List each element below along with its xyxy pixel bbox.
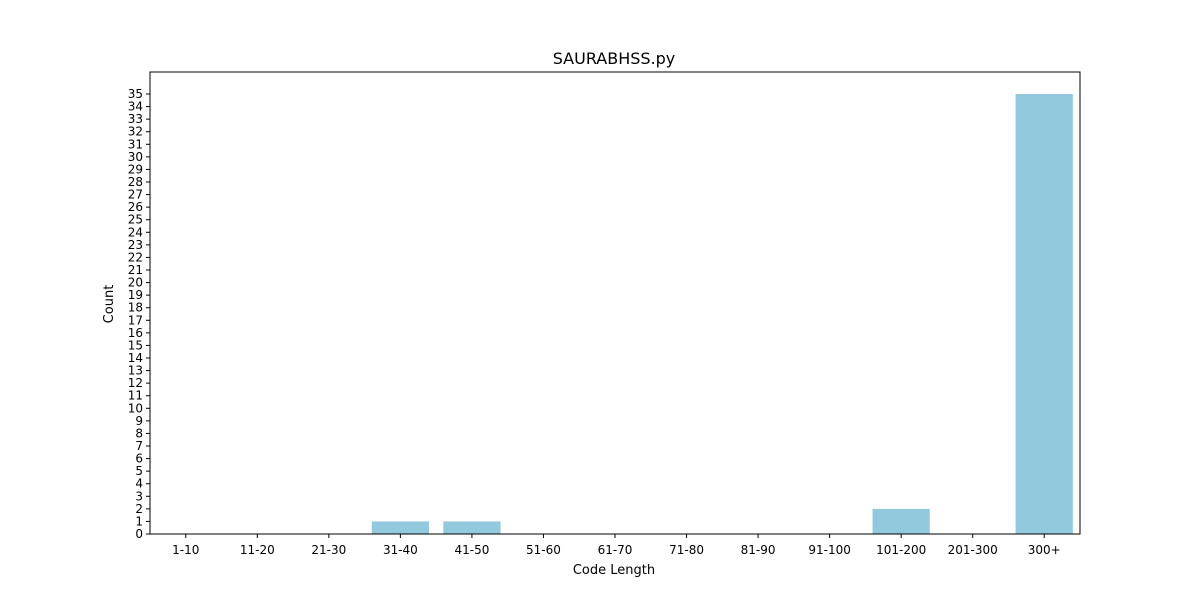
y-tick-label: 22 [128,250,143,264]
y-tick-label: 3 [135,489,143,503]
x-tick-label: 1-10 [172,543,199,557]
x-tick-label: 31-40 [383,543,418,557]
y-axis: 0123456789101112131415161718192021222324… [128,87,150,541]
bar-31-40 [371,521,429,534]
y-tick-label: 20 [128,276,143,290]
x-tick-label: 91-100 [808,543,851,557]
y-tick-label: 15 [128,338,143,352]
y-tick-label: 2 [135,502,143,516]
y-tick-label: 12 [128,376,143,390]
y-tick-label: 7 [135,439,143,453]
y-tick-label: 21 [128,263,143,277]
y-tick-label: 35 [128,87,143,101]
x-tick-label: 71-80 [669,543,704,557]
y-tick-label: 34 [128,100,143,114]
x-tick-label: 51-60 [526,543,561,557]
y-tick-label: 29 [128,162,143,176]
y-tick-label: 30 [128,150,143,164]
y-tick-label: 8 [135,426,143,440]
y-tick-label: 27 [128,188,143,202]
x-axis: 1-10 11-20 21-30 31-40 41-50 51-60 61-70 71-80 8… [172,534,1061,557]
x-tick-label: 21-30 [311,543,346,557]
x-tick-label: 61-70 [598,543,633,557]
y-tick-label: 19 [128,288,143,302]
x-tick-label: 300+ [1028,543,1061,557]
y-tick-label: 26 [128,200,143,214]
y-tick-label: 32 [128,125,143,139]
x-tick-label: 11-20 [240,543,275,557]
y-tick-label: 14 [128,351,143,365]
plot-frame [149,71,1081,535]
bars-group [371,94,1073,534]
y-tick-label: 11 [128,389,143,403]
bar-300+ [1015,94,1073,534]
x-tick-label: 201-300 [948,543,998,557]
y-tick-label: 33 [128,112,143,126]
y-tick-label: 25 [128,213,143,227]
y-tick-label: 5 [135,464,143,478]
y-tick-label: 0 [135,527,143,541]
y-tick-label: 16 [128,326,143,340]
bar-101-200 [872,508,930,534]
y-tick-label: 31 [128,137,143,151]
y-tick-label: 18 [128,301,143,315]
chart-title: SAURABHSS.py [553,49,676,68]
x-tick-label: 101-200 [876,543,926,557]
y-tick-label: 17 [128,313,143,327]
y-tick-label: 23 [128,238,143,252]
y-tick-label: 1 [135,514,143,528]
x-axis-label: Code Length [573,563,655,578]
y-tick-label: 10 [128,401,143,415]
y-tick-label: 4 [135,477,143,491]
x-tick-label: 41-50 [454,543,489,557]
y-tick-label: 9 [135,414,143,428]
x-tick-label: 81-90 [741,543,776,557]
bar-41-50 [443,521,501,534]
y-tick-label: 24 [128,225,143,239]
y-axis-label: Count [102,285,117,324]
y-tick-label: 6 [135,452,143,466]
y-tick-label: 13 [128,364,143,378]
y-tick-label: 28 [128,175,143,189]
